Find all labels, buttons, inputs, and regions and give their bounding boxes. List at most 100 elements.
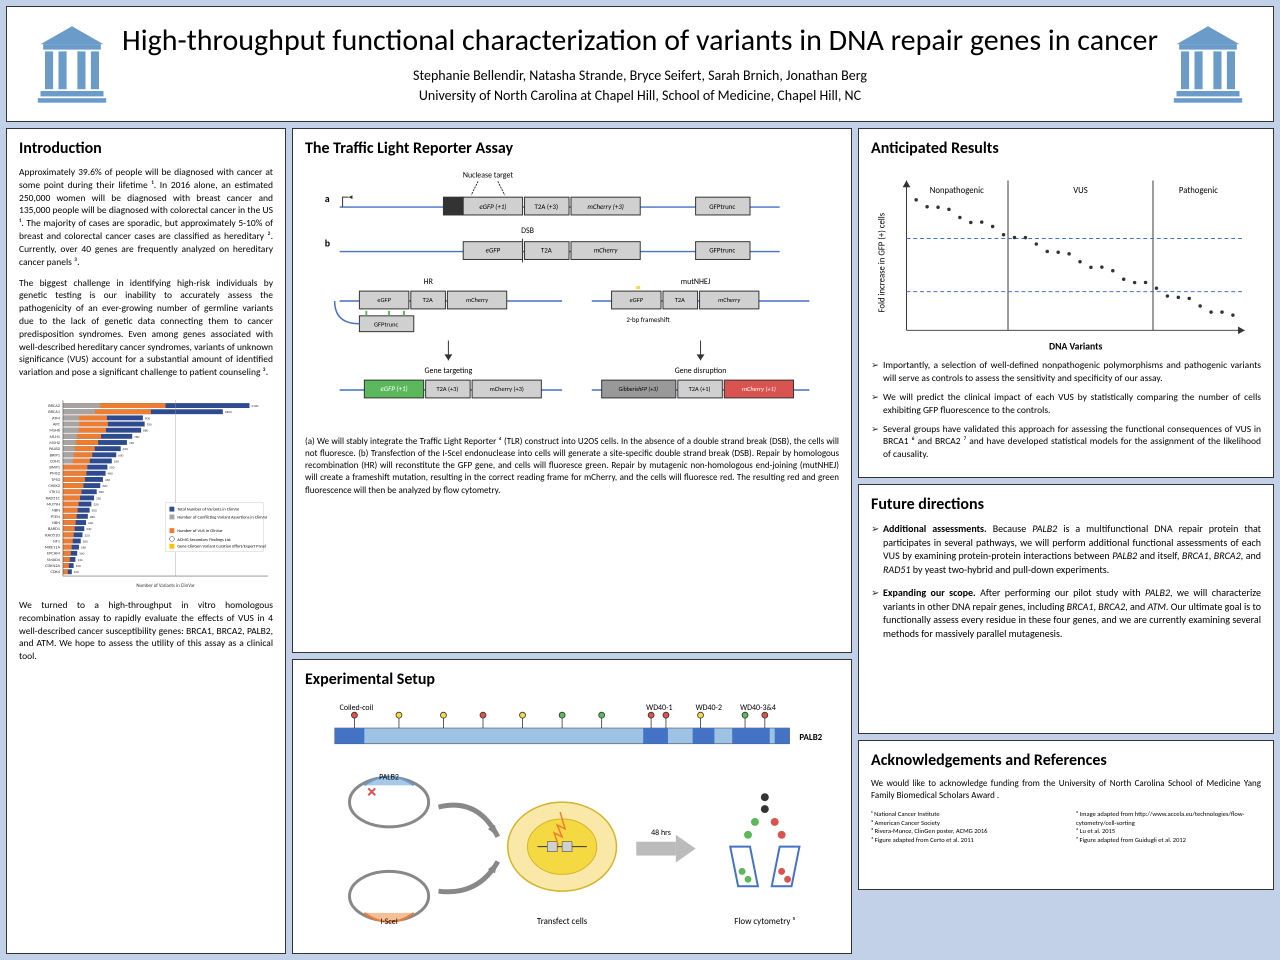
poster: High-throughput functional characterizat… <box>0 0 1280 960</box>
svg-text:380: 380 <box>99 490 104 494</box>
svg-text:eGFP (+1): eGFP (+1) <box>380 384 407 393</box>
tlr-heading: The Traffic Light Reporter Assay <box>305 139 839 158</box>
tlr-panel: The Traffic Light Reporter Assay a Nucle… <box>292 128 852 653</box>
svg-text:VUS: VUS <box>1073 186 1088 196</box>
svg-text:GibberishFP (+3): GibberishFP (+3) <box>619 385 659 393</box>
svg-text:Nuclease target: Nuclease target <box>463 170 513 180</box>
svg-text:RAD51D: RAD51D <box>45 533 60 538</box>
content: Introduction Approximately 39.6% of peop… <box>6 128 1274 954</box>
svg-text:eGFP (+1): eGFP (+1) <box>479 202 506 211</box>
svg-text:600: 600 <box>118 453 123 457</box>
svg-text:BRIP1: BRIP1 <box>50 453 61 458</box>
svg-text:160: 160 <box>79 552 84 556</box>
svg-text:Coiled-coil: Coiled-coil <box>340 703 374 713</box>
svg-text:2100: 2100 <box>251 404 258 408</box>
svg-text:MSH2: MSH2 <box>49 441 60 446</box>
svg-text:PALB2: PALB2 <box>799 733 822 743</box>
svg-text:NBN: NBN <box>52 521 60 526</box>
exp-diagram: Coiled-coil WD40-1 WD40-2 WD40-3&4 PALB2 <box>305 697 839 937</box>
svg-text:MUTYH: MUTYH <box>46 503 60 508</box>
svg-text:Number of VUS in ClinVar: Number of VUS in ClinVar <box>177 529 223 534</box>
svg-text:Flow cytometry ⁵: Flow cytometry ⁵ <box>734 917 795 927</box>
svg-text:CDKN2A: CDKN2A <box>45 564 60 569</box>
intro-p3: We turned to a high-throughput in vitro … <box>19 599 273 663</box>
results-b3: Several groups have validated this appro… <box>871 423 1261 461</box>
intro-p1: Approximately 39.6% of people will be di… <box>19 166 273 269</box>
svg-text:WD40-3&4: WD40-3&4 <box>740 703 776 713</box>
svg-text:mCherry: mCherry <box>594 246 619 255</box>
svg-text:WD40-2: WD40-2 <box>696 703 722 713</box>
svg-text:WD40-1: WD40-1 <box>646 703 672 713</box>
svg-text:780: 780 <box>134 435 139 439</box>
svg-text:Total Number of Variants in Cl: Total Number of Variants in ClinVar <box>177 508 239 513</box>
svg-text:T2A (+3): T2A (+3) <box>535 202 559 211</box>
svg-text:mutNHEJ: mutNHEJ <box>681 277 711 287</box>
svg-text:T2A (+3): T2A (+3) <box>436 385 458 393</box>
svg-text:320: 320 <box>93 503 98 507</box>
svg-text:500: 500 <box>109 466 114 470</box>
svg-text:140: 140 <box>77 558 82 562</box>
svg-text:GFPtrunc: GFPtrunc <box>374 321 398 329</box>
results-scatter: Fold increase in GFP (+) cells Nonpathog… <box>871 166 1261 359</box>
results-b1: Importantly, a selection of well-defined… <box>871 359 1261 385</box>
svg-text:BARD1: BARD1 <box>48 527 61 532</box>
svg-text:HR: HR <box>424 277 434 287</box>
svg-text:720: 720 <box>129 441 134 445</box>
tlr-caption: (a) We will stably integrate the Traffic… <box>305 436 839 497</box>
svg-text:Gene ClinGen Variant Curation: Gene ClinGen Variant Curation Effort/Exp… <box>177 545 266 550</box>
svg-text:PALB2: PALB2 <box>49 447 61 452</box>
svg-text:480: 480 <box>108 472 113 476</box>
svg-text:eGFP: eGFP <box>486 246 501 255</box>
svg-text:T2A: T2A <box>541 246 552 255</box>
future-b1: Additional assessments. Because PALB2 is… <box>871 522 1261 576</box>
ack-text: We would like to acknowledge funding fro… <box>871 778 1261 802</box>
svg-text:mCherry (+1): mCherry (+1) <box>742 385 776 393</box>
svg-text:920: 920 <box>147 422 152 426</box>
svg-text:280: 280 <box>90 515 95 519</box>
svg-text:ACMG Secondary Findings List: ACMG Secondary Findings List <box>177 538 231 543</box>
svg-text:880: 880 <box>143 429 148 433</box>
svg-text:Pathogenic: Pathogenic <box>1179 186 1218 196</box>
svg-text:Fold increase in GFP (+) cells: Fold increase in GFP (+) cells <box>877 212 887 312</box>
svg-text:eGFP: eGFP <box>377 296 391 304</box>
ack-panel: Acknowledgements and References We would… <box>858 740 1274 890</box>
svg-text:T2A: T2A <box>423 296 433 304</box>
intro-heading: Introduction <box>19 139 273 158</box>
future-b2: Expanding our scope. After performing ou… <box>871 586 1261 640</box>
svg-text:420: 420 <box>102 484 107 488</box>
refs-right: ⁵ Image adapted from http://www.accela.e… <box>1076 810 1261 844</box>
svg-text:GFPtrunc: GFPtrunc <box>709 246 735 255</box>
svg-text:BRCA2: BRCA2 <box>48 404 61 409</box>
svg-text:mCherry: mCherry <box>718 296 741 304</box>
header-text: High-throughput functional characterizat… <box>117 24 1163 104</box>
svg-text:120: 120 <box>76 564 81 568</box>
header: High-throughput functional characterizat… <box>6 6 1274 122</box>
affiliation: University of North Carolina at Chapel H… <box>117 87 1163 104</box>
intro-p2: The biggest challenge in identifying hig… <box>19 277 273 380</box>
svg-text:MRE11A: MRE11A <box>45 546 61 551</box>
svg-text:2-bp frameshift: 2-bp frameshift <box>626 315 670 324</box>
col-intro: Introduction Approximately 39.6% of peop… <box>6 128 286 954</box>
svg-text:Nonpathogenic: Nonpathogenic <box>930 186 984 196</box>
svg-text:220: 220 <box>84 533 89 537</box>
refs-left: ¹ National Cancer Institute² American Ca… <box>871 810 1056 844</box>
svg-text:DNA Variants: DNA Variants <box>1049 341 1102 353</box>
svg-text:RAD51C: RAD51C <box>46 496 61 501</box>
exp-panel: Experimental Setup Coiled-coil WD40-1 WD… <box>292 659 852 954</box>
svg-text:180: 180 <box>81 546 86 550</box>
svg-text:I-SceI: I-SceI <box>380 917 397 927</box>
svg-text:mCherry (+3): mCherry (+3) <box>587 202 623 211</box>
svg-text:CDK4: CDK4 <box>51 570 61 575</box>
results-panel: Anticipated Results Fold increase in GFP… <box>858 128 1274 478</box>
svg-text:PALB2: PALB2 <box>379 772 399 782</box>
svg-text:PMS2: PMS2 <box>50 472 61 477</box>
svg-text:NF1: NF1 <box>53 539 61 544</box>
svg-text:T2A (+1): T2A (+1) <box>689 385 711 393</box>
intro-bar-chart: BRCA22100BRCA11800ATM900APC920MSH6880MLH… <box>19 393 273 593</box>
svg-text:a: a <box>325 193 330 205</box>
svg-text:mCherry (+3): mCherry (+3) <box>490 385 524 393</box>
svg-text:Transfect cells: Transfect cells <box>537 917 588 927</box>
col-results: Anticipated Results Fold increase in GFP… <box>858 128 1274 954</box>
results-b2: We will predict the clinical impact of e… <box>871 391 1261 417</box>
svg-text:PTEN: PTEN <box>51 515 61 520</box>
